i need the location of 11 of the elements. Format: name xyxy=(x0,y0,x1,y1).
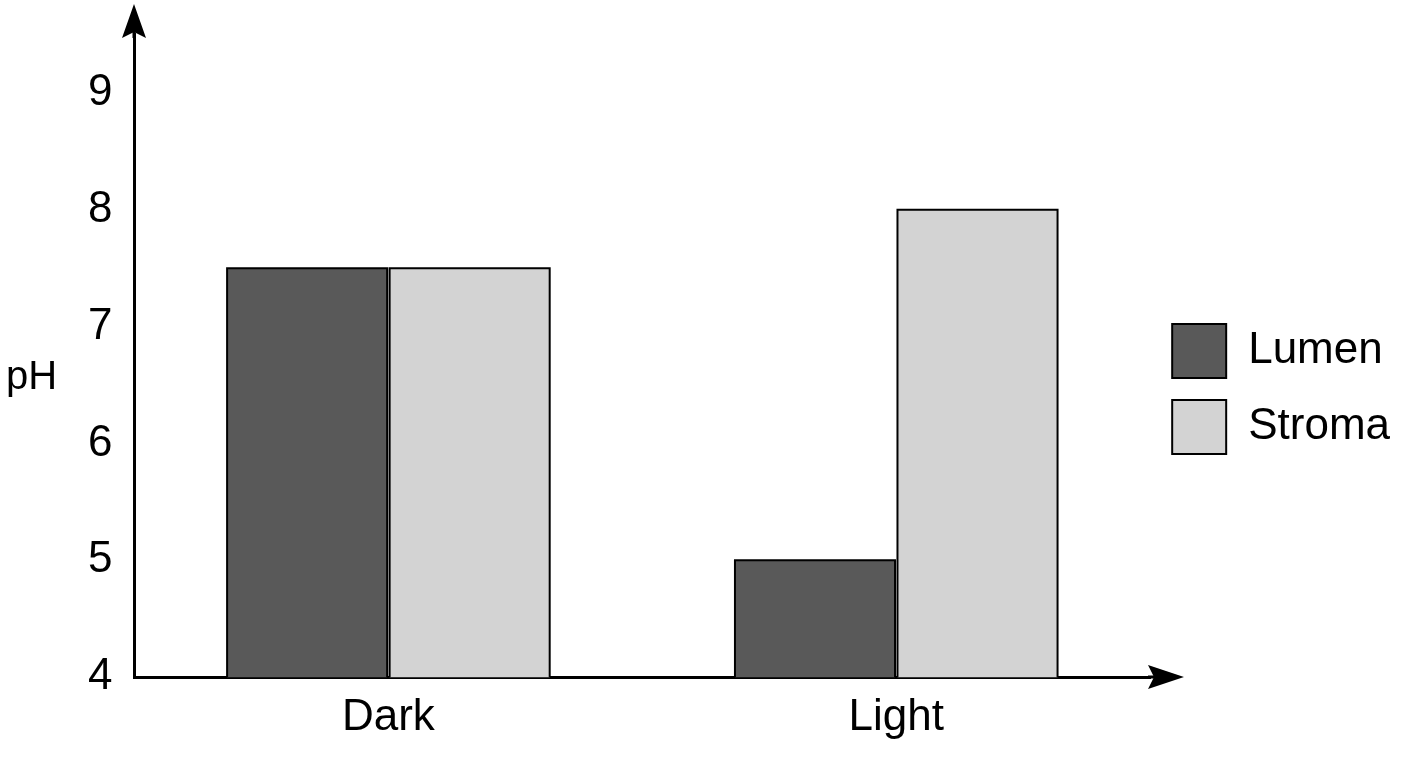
y-tick-label: 8 xyxy=(87,181,113,231)
x-tick-label: Dark xyxy=(341,689,436,739)
y-tick-label: 6 xyxy=(87,415,113,465)
y-tick-label: 9 xyxy=(87,64,113,114)
x-tick-label: Light xyxy=(848,689,944,739)
y-axis-title: pH xyxy=(6,352,58,397)
y-tick-label: 7 xyxy=(87,298,113,348)
legend-label: Stroma xyxy=(1248,399,1391,449)
legend-label: Lumen xyxy=(1248,323,1383,373)
y-tick-label: 5 xyxy=(87,532,113,582)
y-tick-label: 4 xyxy=(87,649,113,699)
